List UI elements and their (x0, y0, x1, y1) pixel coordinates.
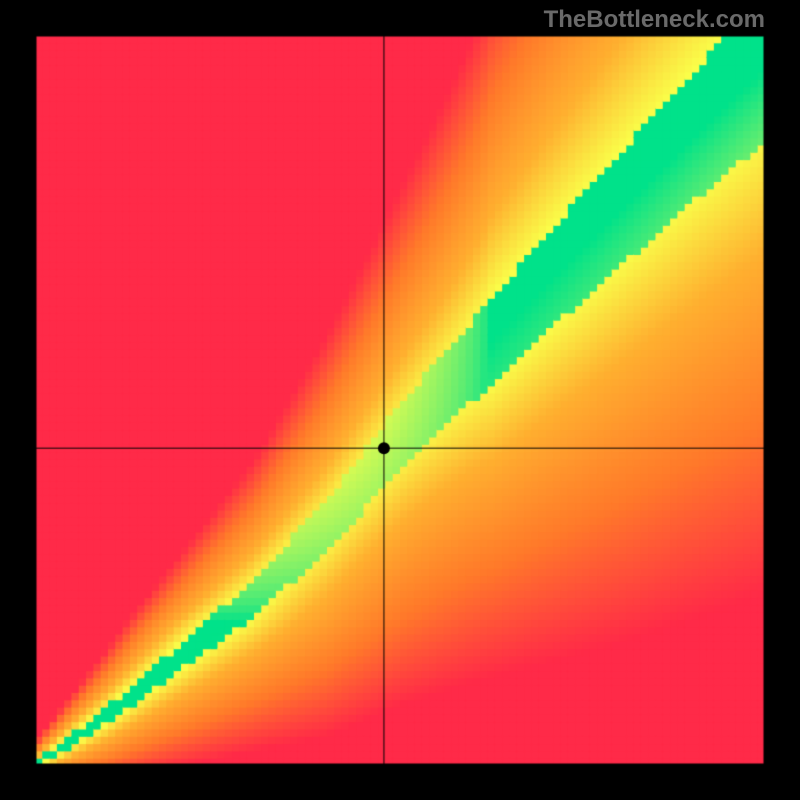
watermark-text: TheBottleneck.com (544, 6, 765, 34)
bottleneck-heatmap (0, 0, 800, 800)
chart-container: TheBottleneck.com (0, 0, 800, 800)
